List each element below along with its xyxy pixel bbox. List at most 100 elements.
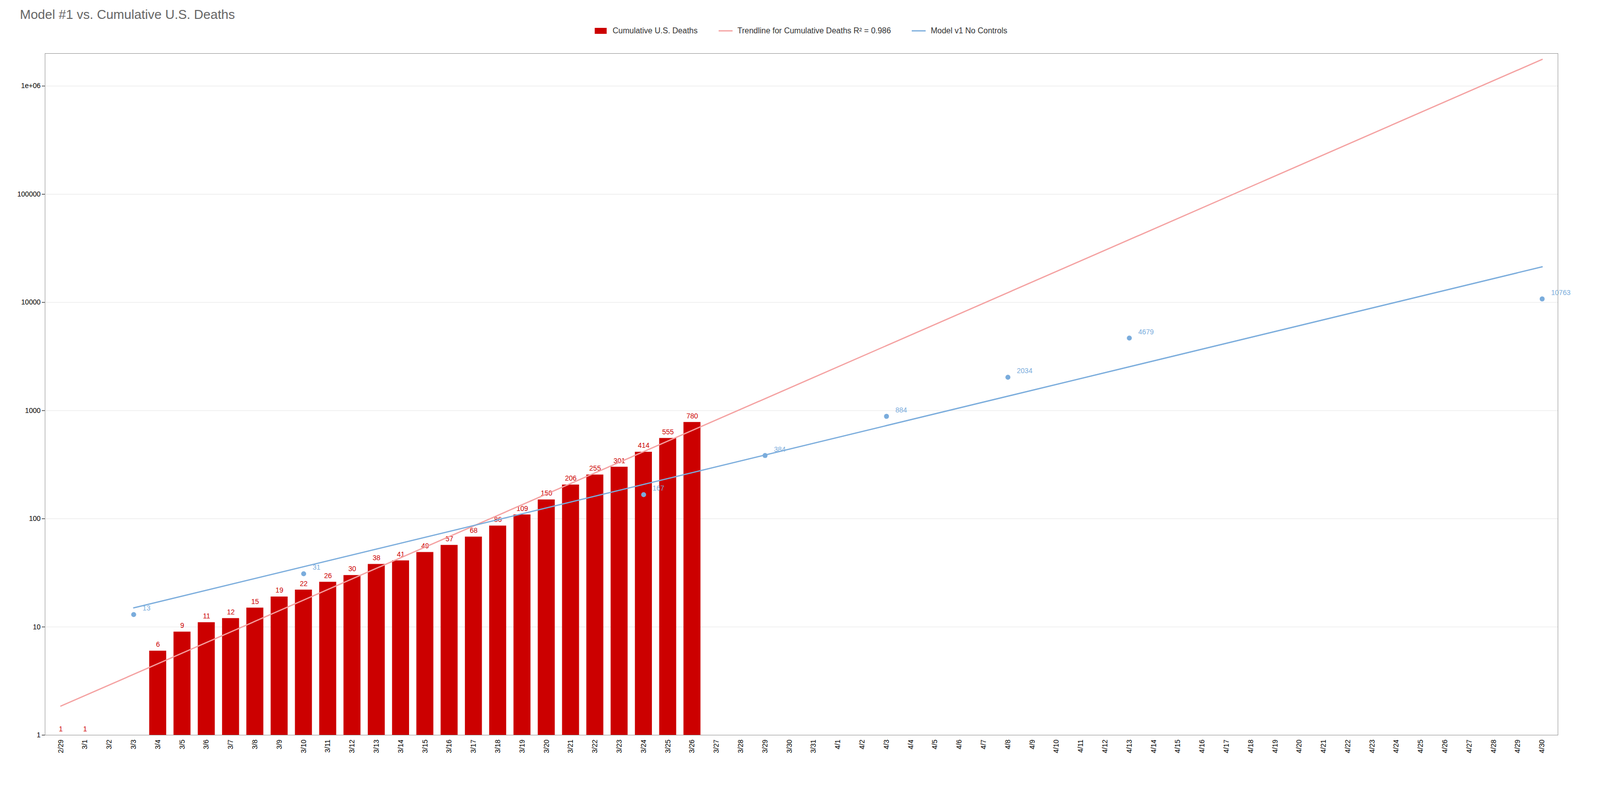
svg-text:4/23: 4/23: [1368, 739, 1377, 753]
svg-text:3/20: 3/20: [542, 739, 551, 753]
svg-text:3/6: 3/6: [202, 739, 211, 750]
svg-text:100000: 100000: [17, 190, 41, 199]
svg-text:3/4: 3/4: [153, 739, 162, 750]
svg-text:19: 19: [275, 586, 284, 595]
html-text:Trendline for Cumulative Death: Trendline for Cumulative Deaths R² = 0.9…: [737, 26, 891, 35]
svg-text:3/1: 3/1: [80, 739, 89, 750]
svg-text:41: 41: [396, 550, 405, 559]
svg-text:6: 6: [156, 640, 161, 649]
svg-text:3/25: 3/25: [663, 739, 672, 753]
svg-text:3/15: 3/15: [421, 739, 429, 753]
svg-text:4/2: 4/2: [857, 739, 866, 750]
svg-text:4679: 4679: [1138, 327, 1154, 336]
svg-text:4/4: 4/4: [906, 739, 915, 750]
svg-text:4/30: 4/30: [1537, 739, 1546, 753]
svg-text:4/11: 4/11: [1076, 739, 1085, 753]
svg-text:4/13: 4/13: [1125, 739, 1134, 753]
svg-text:57: 57: [445, 534, 454, 543]
svg-text:884: 884: [895, 406, 908, 415]
svg-text:3/3: 3/3: [129, 739, 138, 750]
svg-text:12: 12: [226, 608, 235, 617]
svg-text:414: 414: [638, 441, 650, 450]
svg-text:10763: 10763: [1551, 288, 1571, 297]
html-text:Model #1 vs. Cumulative U.S. D: Model #1 vs. Cumulative U.S. Deaths: [19, 6, 235, 22]
svg-text:3/24: 3/24: [639, 739, 648, 753]
svg-text:4/20: 4/20: [1294, 739, 1303, 753]
svg-text:1: 1: [36, 731, 41, 740]
svg-text:3/31: 3/31: [809, 739, 818, 753]
svg-text:3/8: 3/8: [250, 739, 259, 750]
svg-text:109: 109: [516, 504, 529, 513]
svg-text:2034: 2034: [1016, 366, 1033, 375]
svg-text:31: 31: [312, 563, 321, 572]
svg-text:15: 15: [251, 597, 260, 606]
svg-text:4/10: 4/10: [1052, 739, 1061, 753]
svg-text:3/22: 3/22: [590, 739, 599, 753]
svg-text:4/25: 4/25: [1416, 739, 1425, 753]
svg-text:1: 1: [83, 725, 88, 734]
svg-text:4/24: 4/24: [1391, 739, 1400, 753]
svg-text:3/7: 3/7: [226, 739, 235, 750]
svg-text:4/22: 4/22: [1343, 739, 1352, 753]
svg-text:4/17: 4/17: [1222, 739, 1231, 753]
svg-text:3/9: 3/9: [275, 739, 284, 750]
svg-text:4/7: 4/7: [979, 739, 988, 750]
svg-text:2/29: 2/29: [56, 739, 65, 753]
svg-text:3/12: 3/12: [347, 739, 356, 753]
svg-text:4/26: 4/26: [1440, 739, 1449, 753]
svg-text:4/8: 4/8: [1003, 739, 1012, 750]
svg-text:4/28: 4/28: [1489, 739, 1498, 753]
svg-text:1000: 1000: [24, 406, 41, 415]
svg-text:3/5: 3/5: [178, 739, 187, 750]
svg-text:4/21: 4/21: [1319, 739, 1328, 753]
svg-text:384: 384: [773, 445, 786, 454]
svg-text:38: 38: [372, 553, 381, 562]
svg-text:13: 13: [142, 604, 151, 613]
svg-text:3/13: 3/13: [372, 739, 381, 753]
svg-text:167: 167: [652, 484, 665, 493]
svg-text:3/14: 3/14: [396, 739, 405, 753]
html-text:Cumulative U.S. Deaths: Cumulative U.S. Deaths: [612, 26, 698, 35]
svg-text:4/9: 4/9: [1028, 739, 1037, 750]
svg-text:4/18: 4/18: [1246, 739, 1255, 753]
svg-text:26: 26: [323, 571, 332, 580]
svg-text:3/11: 3/11: [323, 739, 332, 753]
svg-text:1e+06: 1e+06: [20, 81, 41, 90]
svg-text:11: 11: [203, 612, 211, 621]
svg-text:10000: 10000: [21, 298, 41, 307]
svg-text:3/17: 3/17: [469, 739, 478, 753]
svg-text:3/21: 3/21: [566, 739, 575, 753]
svg-text:4/5: 4/5: [930, 739, 939, 750]
svg-text:780: 780: [686, 412, 699, 421]
svg-text:4/1: 4/1: [833, 739, 842, 750]
svg-text:3/30: 3/30: [785, 739, 794, 753]
svg-text:3/16: 3/16: [444, 739, 453, 753]
svg-text:3/26: 3/26: [687, 739, 696, 753]
svg-text:4/12: 4/12: [1100, 739, 1109, 753]
svg-text:3/29: 3/29: [760, 739, 769, 753]
svg-text:3/2: 3/2: [105, 739, 113, 750]
svg-text:30: 30: [348, 564, 357, 573]
svg-text:22: 22: [299, 579, 308, 588]
svg-text:10: 10: [32, 623, 41, 632]
svg-text:4/27: 4/27: [1465, 739, 1474, 753]
svg-text:68: 68: [469, 526, 478, 535]
svg-text:3/23: 3/23: [615, 739, 624, 753]
svg-text:100: 100: [28, 514, 41, 523]
svg-text:3/28: 3/28: [736, 739, 745, 753]
svg-text:4/14: 4/14: [1149, 739, 1158, 753]
svg-text:3/19: 3/19: [518, 739, 527, 753]
svg-text:9: 9: [180, 621, 185, 630]
svg-text:555: 555: [661, 427, 674, 436]
html-text:Model v1 No Controls: Model v1 No Controls: [930, 26, 1008, 35]
svg-text:4/15: 4/15: [1173, 739, 1182, 753]
svg-text:3/27: 3/27: [712, 739, 721, 753]
svg-text:4/6: 4/6: [955, 739, 963, 750]
svg-text:1: 1: [58, 725, 63, 734]
svg-text:3/18: 3/18: [493, 739, 502, 753]
svg-text:3/10: 3/10: [299, 739, 308, 753]
svg-text:4/29: 4/29: [1513, 739, 1522, 753]
svg-text:4/19: 4/19: [1271, 739, 1280, 753]
svg-text:4/3: 4/3: [882, 739, 891, 750]
svg-text:4/16: 4/16: [1197, 739, 1206, 753]
